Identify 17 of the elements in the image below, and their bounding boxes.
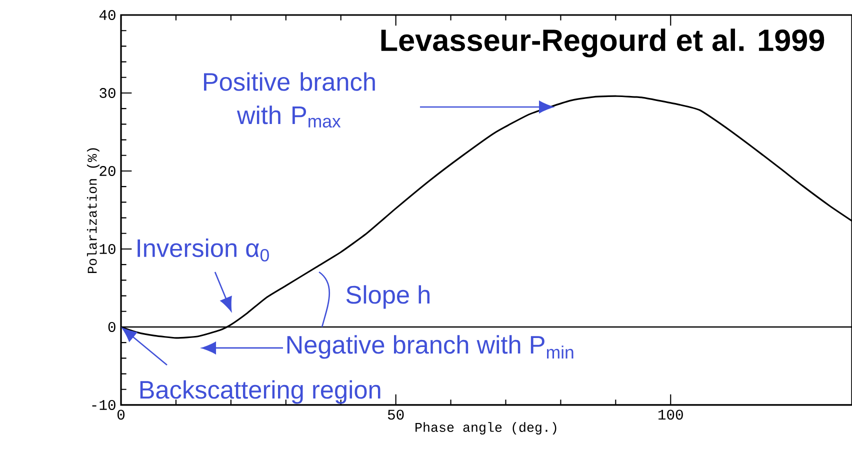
y-tick-label: 0: [108, 322, 116, 332]
y-tick-label: 40: [99, 10, 116, 20]
y-axis-title: Polarization (%): [86, 148, 100, 273]
y-tick-label: -10: [92, 400, 116, 410]
annotation: Negative branch with P$_{min}$: [287, 335, 574, 359]
x-tick-label: 0: [117, 410, 125, 420]
y-tick-label: 10: [100, 244, 116, 254]
annotation: Slope h: [346, 285, 430, 309]
y-tick-label: 20: [100, 166, 116, 176]
x-tick-label: 50: [388, 410, 404, 420]
x-tick-label: 100: [658, 410, 683, 420]
x-axis-title: Phase angle (deg.): [416, 422, 556, 435]
annotation: Positive branch with P$_{max}$: [204, 72, 375, 128]
annotation: Inversion α$_{0}$: [138, 238, 269, 262]
y-tick-label: 30: [100, 88, 116, 98]
chart-title: Levasseur-Regourd et al. 1999: [381, 28, 824, 58]
annotation: Backscattering region: [140, 380, 380, 404]
